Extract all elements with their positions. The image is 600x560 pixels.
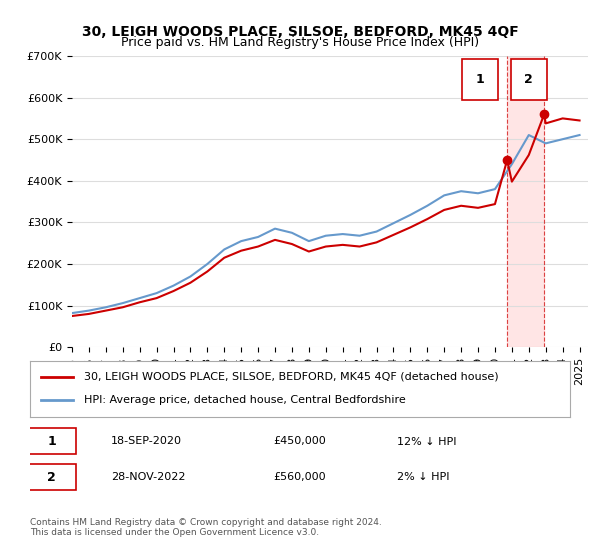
Text: Price paid vs. HM Land Registry's House Price Index (HPI): Price paid vs. HM Land Registry's House … bbox=[121, 36, 479, 49]
FancyBboxPatch shape bbox=[511, 59, 547, 100]
Text: 12% ↓ HPI: 12% ↓ HPI bbox=[397, 436, 457, 446]
Text: 2: 2 bbox=[47, 471, 56, 484]
Text: 30, LEIGH WOODS PLACE, SILSOE, BEDFORD, MK45 4QF: 30, LEIGH WOODS PLACE, SILSOE, BEDFORD, … bbox=[82, 25, 518, 39]
Text: £450,000: £450,000 bbox=[273, 436, 326, 446]
Text: 1: 1 bbox=[47, 435, 56, 448]
Text: Contains HM Land Registry data © Crown copyright and database right 2024.
This d: Contains HM Land Registry data © Crown c… bbox=[30, 518, 382, 538]
FancyBboxPatch shape bbox=[28, 428, 76, 455]
FancyBboxPatch shape bbox=[461, 59, 498, 100]
Bar bbox=[507, 56, 544, 347]
Text: HPI: Average price, detached house, Central Bedfordshire: HPI: Average price, detached house, Cent… bbox=[84, 395, 406, 405]
Text: 30, LEIGH WOODS PLACE, SILSOE, BEDFORD, MK45 4QF (detached house): 30, LEIGH WOODS PLACE, SILSOE, BEDFORD, … bbox=[84, 372, 499, 382]
Text: 1: 1 bbox=[475, 73, 484, 86]
Text: 18-SEP-2020: 18-SEP-2020 bbox=[111, 436, 182, 446]
Text: £560,000: £560,000 bbox=[273, 472, 326, 482]
Text: 2: 2 bbox=[524, 73, 533, 86]
FancyBboxPatch shape bbox=[28, 464, 76, 490]
Text: 28-NOV-2022: 28-NOV-2022 bbox=[111, 472, 185, 482]
Text: 2% ↓ HPI: 2% ↓ HPI bbox=[397, 472, 450, 482]
